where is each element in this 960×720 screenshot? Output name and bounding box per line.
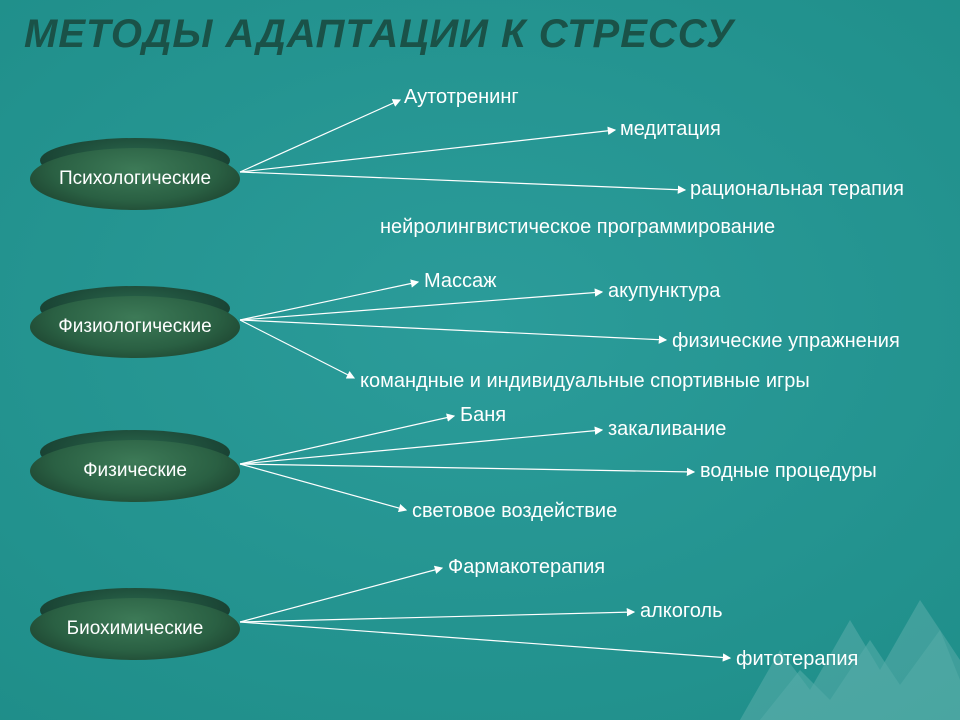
method-item: Аутотренинг: [404, 86, 519, 109]
method-item: водные процедуры: [700, 460, 877, 483]
method-item: Фармакотерапия: [448, 556, 605, 579]
method-item: акупунктура: [608, 280, 720, 303]
method-item: Баня: [460, 404, 506, 427]
category-label: Психологические: [30, 148, 240, 210]
corner-decoration: [740, 540, 960, 720]
category-node: Физические: [30, 432, 240, 514]
method-item: Массаж: [424, 270, 497, 293]
page-title: МЕТОДЫ АДАПТАЦИИ К СТРЕССУ: [24, 12, 734, 57]
category-label: Биохимические: [30, 598, 240, 660]
category-node: Физиологические: [30, 288, 240, 370]
category-label: Физические: [30, 440, 240, 502]
method-item: фитотерапия: [736, 648, 858, 671]
category-node: Биохимические: [30, 590, 240, 672]
category-node: Психологические: [30, 140, 240, 222]
category-label: Физиологические: [30, 296, 240, 358]
method-item: алкоголь: [640, 600, 723, 623]
method-item: световое воздействие: [412, 500, 617, 523]
method-item: физические упражнения: [672, 330, 900, 353]
method-item: медитация: [620, 118, 721, 141]
method-item: нейролингвистическое программирование: [380, 216, 775, 239]
method-item: рациональная терапия: [690, 178, 904, 201]
method-item: командные и индивидуальные спортивные иг…: [360, 370, 810, 393]
method-item: закаливание: [608, 418, 726, 441]
